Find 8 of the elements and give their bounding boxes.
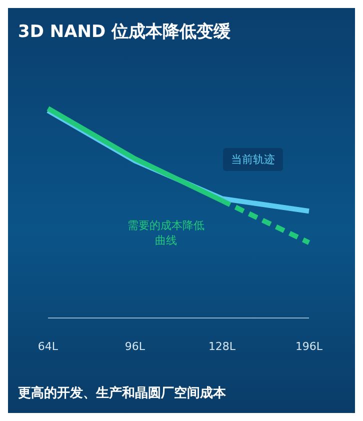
text: 当前轨迹 <box>223 148 283 171</box>
text: 需要的成本降低曲线 <box>126 218 206 248</box>
x-axis-title: 更高的开发、生产和晶圆厂空间成本 <box>18 384 226 402</box>
x-tick-label: 64L <box>38 340 59 353</box>
x-tick-label: 128L <box>208 340 236 353</box>
x-tick-label: 96L <box>124 340 146 353</box>
x-tick-label: 196L <box>295 340 324 353</box>
chart-title: 3D NAND 位成本降低变缓 <box>18 21 230 43</box>
